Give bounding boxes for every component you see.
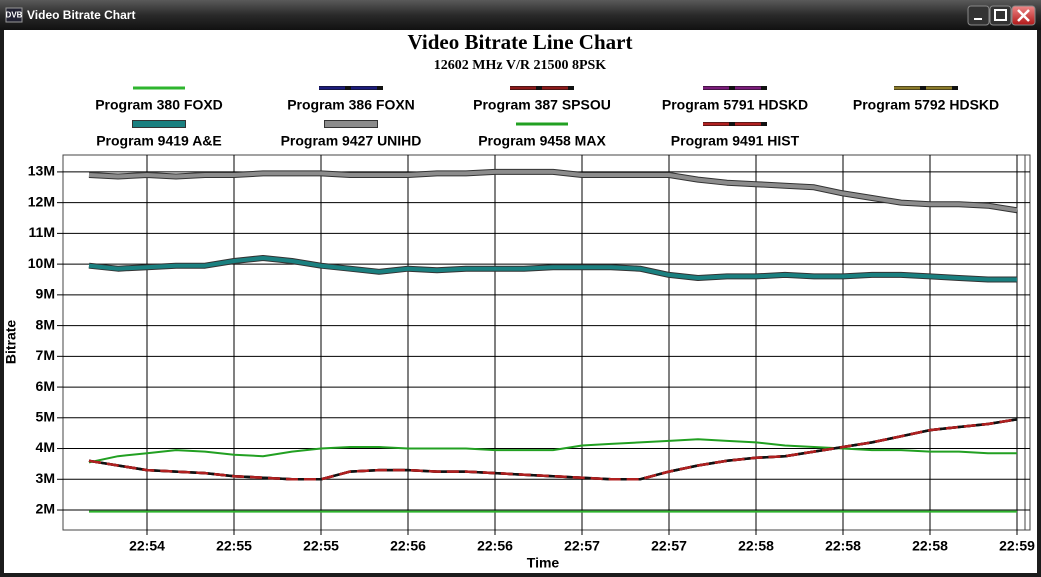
minimize-button[interactable] <box>967 5 990 26</box>
x-tick-label: 22:55 <box>216 538 252 554</box>
y-tick-label: 2M <box>36 501 55 517</box>
legend-item: Program 386 FOXN <box>287 86 415 113</box>
legend-label: Program 5791 HDSKD <box>662 97 808 113</box>
window-title: Video Bitrate Chart <box>27 8 135 22</box>
y-tick-label: 8M <box>36 316 55 332</box>
legend-item: Program 5792 HDSKD <box>853 86 999 113</box>
chart-subtitle: 12602 MHz V/R 21500 8PSK <box>434 58 607 73</box>
legend-label: Program 387 SPSOU <box>473 97 611 113</box>
legend-item: Program 9427 UNIHD <box>281 120 422 149</box>
x-tick-label: 22:58 <box>825 538 861 554</box>
y-axis-label: Bitrate <box>3 320 19 365</box>
app-icon-text: DVB <box>6 11 23 20</box>
x-tick-label: 22:54 <box>129 538 165 554</box>
series-line <box>88 256 1017 282</box>
legend-item: Program 9458 MAX <box>478 122 606 149</box>
title-bar <box>0 0 1041 30</box>
y-tick-label: 5M <box>36 409 55 425</box>
x-axis-label: Time <box>527 555 560 571</box>
y-tick-label: 4M <box>36 439 55 455</box>
x-tick-label: 22:58 <box>912 538 948 554</box>
x-tick-label: 22:59 <box>999 538 1035 554</box>
legend-label: Program 9419 A&E <box>96 133 222 149</box>
close-button[interactable] <box>1011 5 1036 26</box>
legend-item: Program 380 FOXD <box>95 86 223 113</box>
x-tick-label: 22:57 <box>564 538 600 554</box>
app-icon <box>5 7 23 23</box>
series-line <box>88 418 1018 481</box>
chart-title: Video Bitrate Line Chart <box>408 30 633 54</box>
x-tick-label: 22:57 <box>651 538 687 554</box>
plot-area <box>62 154 1031 531</box>
legend-item: Program 9491 HIST <box>671 122 800 149</box>
legend-label: Program 9491 HIST <box>671 133 800 149</box>
legend-label: Program 9427 UNIHD <box>281 133 422 149</box>
y-tick-label: 11M <box>29 224 55 240</box>
y-tick-label: 13M <box>28 163 55 179</box>
legend-label: Program 380 FOXD <box>95 97 223 113</box>
y-tick-label: 12M <box>28 193 55 209</box>
legend-item: Program 9419 A&E <box>96 120 222 149</box>
series-line <box>88 169 1018 213</box>
legend-item: Program 387 SPSOU <box>473 86 611 113</box>
x-tick-label: 22:58 <box>738 538 774 554</box>
x-tick-label: 22:56 <box>390 538 426 554</box>
legend-item: Program 5791 HDSKD <box>662 86 808 113</box>
maximize-button[interactable] <box>989 5 1012 26</box>
y-tick-label: 3M <box>36 470 55 486</box>
x-tick-label: 22:55 <box>303 538 339 554</box>
y-tick-label: 10M <box>28 255 55 271</box>
legend-label: Program 5792 HDSKD <box>853 97 999 113</box>
y-tick-label: 7M <box>36 347 55 363</box>
y-tick-label: 9M <box>36 286 55 302</box>
legend-label: Program 9458 MAX <box>478 133 606 149</box>
y-tick-label: 6M <box>36 378 55 394</box>
x-tick-label: 22:56 <box>477 538 513 554</box>
series-line <box>88 438 1017 464</box>
legend-label: Program 386 FOXN <box>287 97 415 113</box>
